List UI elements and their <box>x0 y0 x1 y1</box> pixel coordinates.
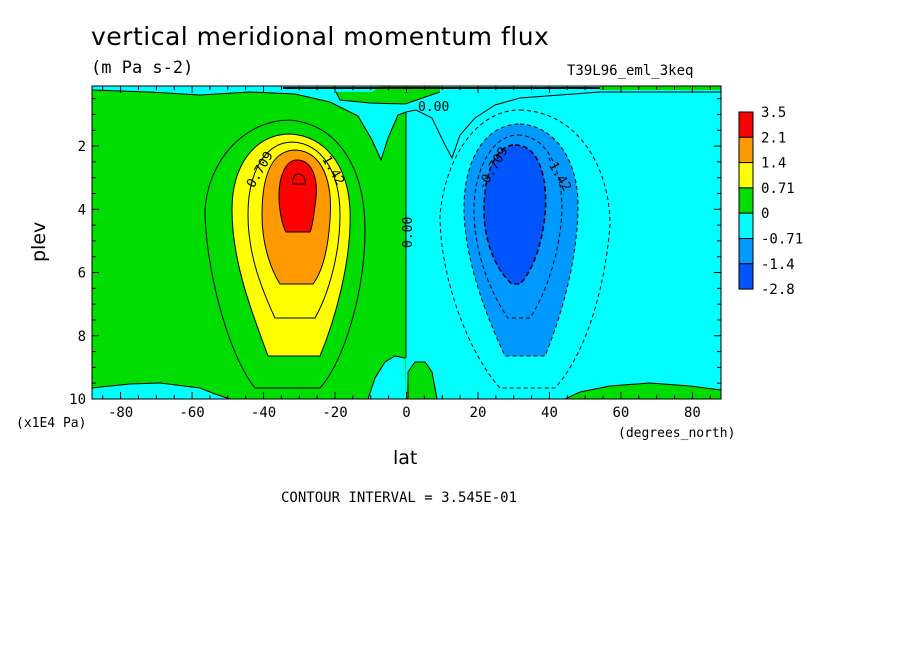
lobe-negative-blue <box>484 145 546 284</box>
colorbar-label: 3.5 <box>761 105 786 121</box>
top-band-green-right <box>600 86 721 90</box>
x-tick-label: -40 <box>251 405 276 421</box>
contour-interval: CONTOUR INTERVAL = 3.545E-01 <box>281 490 518 506</box>
colorbar-swatch <box>738 136 754 164</box>
chart-title: vertical meridional momentum flux <box>91 22 550 51</box>
x-tick-label: 60 <box>613 405 630 421</box>
x-axis-unit: (degrees_north) <box>618 426 736 441</box>
contour-label-000-top: 0.00 <box>418 100 449 115</box>
run-label: T39L96_eml_3keq <box>567 63 694 79</box>
colorbar-label: 1.4 <box>761 156 786 172</box>
colorbar-swatch <box>738 162 754 189</box>
colorbar-label: -2.8 <box>761 282 795 298</box>
y-tick-label: 8 <box>78 329 86 345</box>
colorbar-swatch <box>738 187 754 214</box>
bottom-green-right <box>565 383 721 399</box>
contour-label-000-mid: 0.00 <box>401 217 416 248</box>
y-tick-label: 10 <box>69 392 86 408</box>
x-tick-label: 0 <box>402 405 410 421</box>
colorbar-label: 2.1 <box>761 130 786 146</box>
y-tick-label: 4 <box>78 202 86 218</box>
colorbar-swatch <box>738 238 754 265</box>
colorbar-swatch <box>738 212 754 239</box>
bottom-cyan-center <box>368 356 406 399</box>
lobe-positive-red <box>279 160 317 232</box>
x-tick-label: 40 <box>541 405 558 421</box>
y-axis-unit: (x1E4 Pa) <box>16 416 87 431</box>
x-tick-label: -60 <box>179 405 204 421</box>
x-tick-label: 80 <box>684 405 701 421</box>
colorbar-label: 0.71 <box>761 181 795 197</box>
x-tick-label: -20 <box>322 405 347 421</box>
chart-subtitle: (m Pa s-2) <box>91 58 194 78</box>
colorbar-label: -1.4 <box>761 257 795 273</box>
colorbar-swatch <box>738 111 754 138</box>
x-tick-label: 20 <box>470 405 487 421</box>
colorbar-label: -0.71 <box>761 232 803 248</box>
top-band-green-center <box>336 86 440 104</box>
colorbar: 3.5 2.1 1.4 0.71 0 -0.71 -1.4 -2.8 <box>738 105 803 298</box>
x-axis-label: lat <box>393 447 418 469</box>
bottom-green-center <box>406 362 437 399</box>
colorbar-label: 0 <box>761 206 769 222</box>
y-axis-label: plev <box>28 221 50 262</box>
colorbar-swatch <box>738 263 754 290</box>
y-tick-label: 6 <box>78 266 86 282</box>
y-tick-label: 2 <box>78 139 86 155</box>
x-tick-label: -80 <box>108 405 133 421</box>
bottom-cyan-left <box>92 383 230 399</box>
